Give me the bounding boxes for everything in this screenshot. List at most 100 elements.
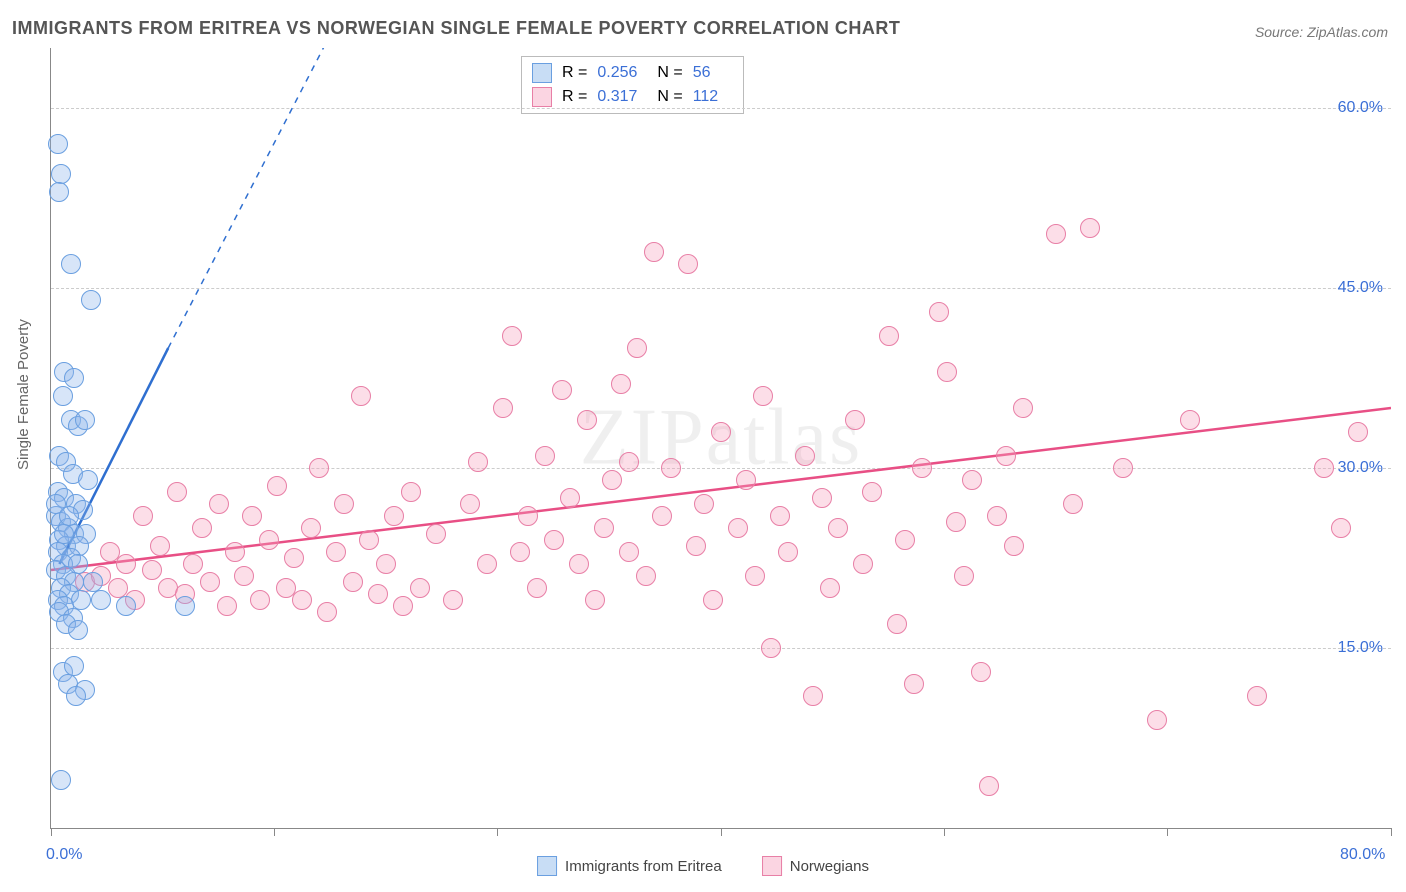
scatter-point-norwegians (879, 326, 899, 346)
scatter-point-eritrea (59, 506, 79, 526)
scatter-point-norwegians (753, 386, 773, 406)
scatter-point-norwegians (334, 494, 354, 514)
gridline-h (51, 468, 1391, 469)
scatter-point-norwegians (460, 494, 480, 514)
scatter-point-norwegians (619, 452, 639, 472)
scatter-point-norwegians (678, 254, 698, 274)
y-tick-label: 60.0% (1338, 99, 1383, 117)
stats-r-label: R = (562, 64, 587, 82)
scatter-point-eritrea (175, 596, 195, 616)
scatter-point-norwegians (812, 488, 832, 508)
scatter-point-norwegians (1113, 458, 1133, 478)
scatter-point-norwegians (292, 590, 312, 610)
scatter-point-norwegians (384, 506, 404, 526)
scatter-point-norwegians (828, 518, 848, 538)
scatter-point-norwegians (703, 590, 723, 610)
scatter-point-norwegians (778, 542, 798, 562)
scatter-point-norwegians (284, 548, 304, 568)
scatter-point-norwegians (468, 452, 488, 472)
scatter-point-norwegians (1013, 398, 1033, 418)
scatter-point-norwegians (401, 482, 421, 502)
scatter-point-eritrea (51, 164, 71, 184)
stats-r-value-eritrea: 0.256 (597, 64, 647, 82)
trend-line-eritrea-extrapolated (168, 48, 336, 348)
scatter-point-norwegians (602, 470, 622, 490)
scatter-point-norwegians (142, 560, 162, 580)
stats-row-eritrea: R = 0.256 N = 56 (532, 61, 733, 85)
stats-n-label: N = (657, 88, 682, 106)
scatter-point-norwegians (343, 572, 363, 592)
scatter-point-norwegians (946, 512, 966, 532)
scatter-point-norwegians (686, 536, 706, 556)
scatter-point-norwegians (1314, 458, 1334, 478)
scatter-point-norwegians (309, 458, 329, 478)
x-tick-label-min: 0.0% (46, 846, 82, 864)
scatter-point-eritrea (78, 470, 98, 490)
stats-row-norwegians: R = 0.317 N = 112 (532, 85, 733, 109)
scatter-point-norwegians (359, 530, 379, 550)
legend-label-eritrea: Immigrants from Eritrea (565, 858, 722, 875)
scatter-point-norwegians (652, 506, 672, 526)
scatter-point-norwegians (376, 554, 396, 574)
x-tick (721, 828, 722, 836)
scatter-point-norwegians (929, 302, 949, 322)
scatter-point-norwegians (820, 578, 840, 598)
scatter-point-norwegians (585, 590, 605, 610)
scatter-point-eritrea (53, 386, 73, 406)
scatter-point-eritrea (54, 524, 74, 544)
scatter-point-norwegians (167, 482, 187, 502)
scatter-point-eritrea (48, 134, 68, 154)
scatter-point-eritrea (81, 290, 101, 310)
scatter-point-norwegians (912, 458, 932, 478)
source-attribution: Source: ZipAtlas.com (1255, 24, 1388, 40)
scatter-point-norwegians (987, 506, 1007, 526)
scatter-point-norwegians (443, 590, 463, 610)
scatter-point-norwegians (535, 446, 555, 466)
scatter-point-norwegians (527, 578, 547, 598)
scatter-point-norwegians (183, 554, 203, 574)
scatter-point-norwegians (711, 422, 731, 442)
x-tick (944, 828, 945, 836)
scatter-point-norwegians (250, 590, 270, 610)
stats-r-value-norwegians: 0.317 (597, 88, 647, 106)
scatter-point-norwegians (1147, 710, 1167, 730)
scatter-point-eritrea (61, 254, 81, 274)
scatter-point-eritrea (66, 686, 86, 706)
scatter-point-norwegians (619, 542, 639, 562)
stats-n-value-norwegians: 112 (693, 88, 733, 106)
scatter-point-norwegians (267, 476, 287, 496)
stats-r-label: R = (562, 88, 587, 106)
scatter-point-norwegians (862, 482, 882, 502)
scatter-point-norwegians (393, 596, 413, 616)
legend-swatch-eritrea (537, 856, 557, 876)
scatter-point-eritrea (51, 770, 71, 790)
scatter-point-norwegians (326, 542, 346, 562)
scatter-point-norwegians (611, 374, 631, 394)
scatter-point-norwegians (1004, 536, 1024, 556)
chart-title: IMMIGRANTS FROM ERITREA VS NORWEGIAN SIN… (12, 18, 900, 39)
x-tick (51, 828, 52, 836)
x-tick (497, 828, 498, 836)
scatter-plot-area: ZIPatlas R = 0.256 N = 56 R = 0.317 N = … (50, 48, 1391, 829)
scatter-point-norwegians (301, 518, 321, 538)
scatter-point-norwegians (200, 572, 220, 592)
scatter-point-norwegians (745, 566, 765, 586)
y-tick-label: 45.0% (1338, 279, 1383, 297)
scatter-point-norwegians (217, 596, 237, 616)
gridline-h (51, 648, 1391, 649)
scatter-point-norwegians (853, 554, 873, 574)
swatch-norwegians (532, 87, 552, 107)
scatter-point-norwegians (351, 386, 371, 406)
gridline-h (51, 108, 1391, 109)
scatter-point-norwegians (150, 536, 170, 556)
scatter-point-norwegians (937, 362, 957, 382)
scatter-point-norwegians (317, 602, 337, 622)
gridline-h (51, 288, 1391, 289)
scatter-point-norwegians (577, 410, 597, 430)
scatter-point-norwegians (895, 530, 915, 550)
x-tick (1167, 828, 1168, 836)
scatter-point-norwegians (644, 242, 664, 262)
scatter-point-norwegians (962, 470, 982, 490)
scatter-point-norwegians (209, 494, 229, 514)
x-tick (1391, 828, 1392, 836)
